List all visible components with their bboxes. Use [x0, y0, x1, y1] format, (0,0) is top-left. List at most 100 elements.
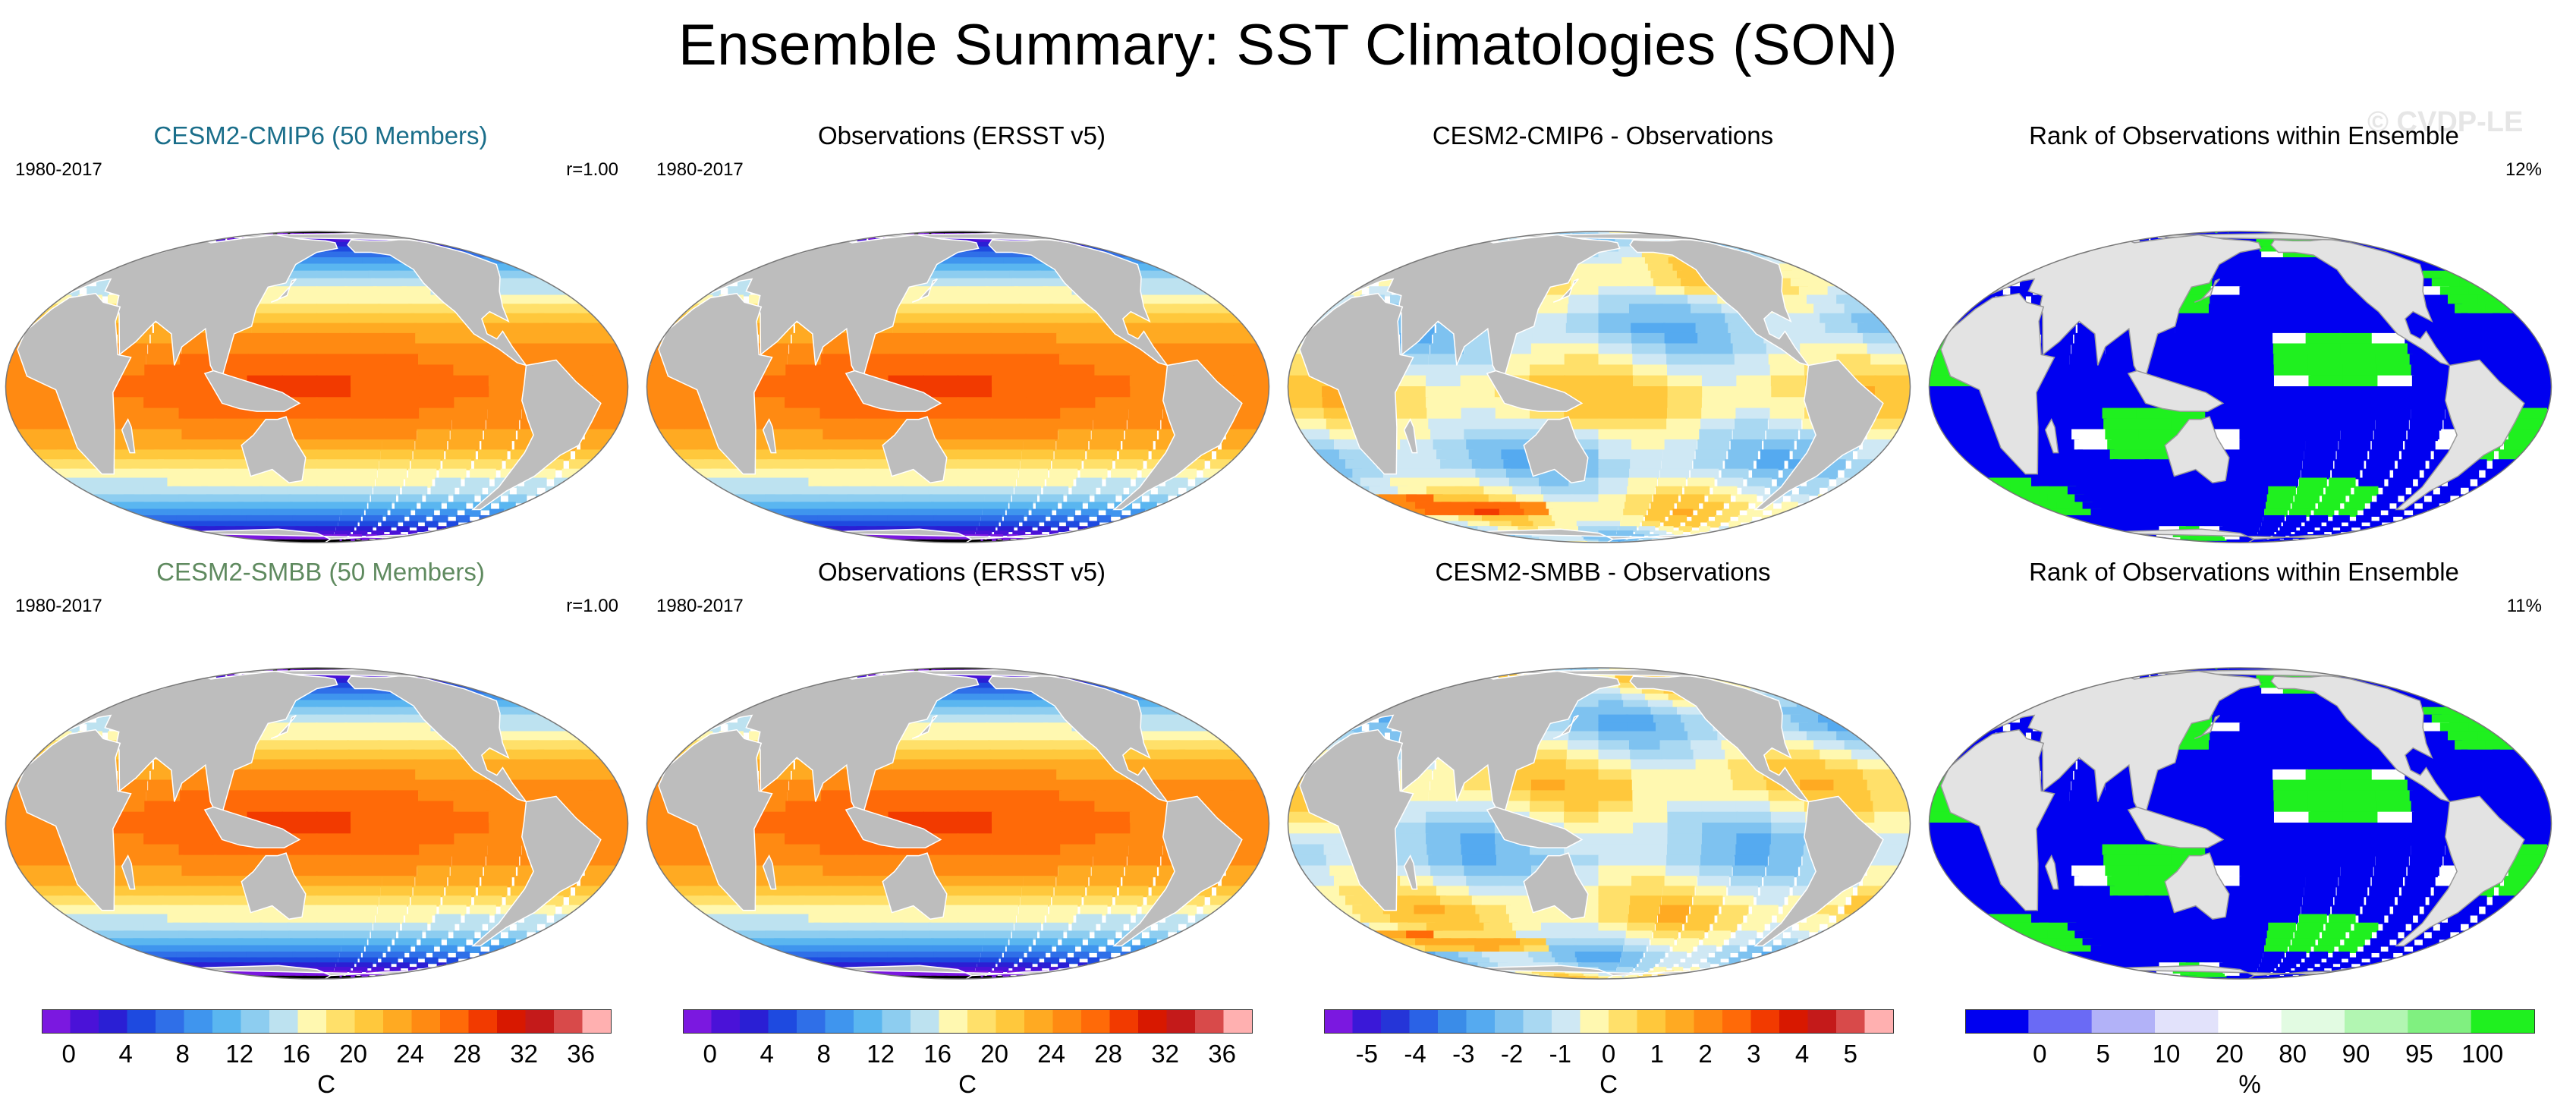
colorbar-swatch — [297, 1010, 327, 1033]
colorbar-swatch — [1807, 1010, 1837, 1033]
colorbar-swatch — [2155, 1010, 2219, 1033]
colorbar-swatch — [212, 1010, 241, 1033]
colorbar-swatch — [797, 1010, 826, 1033]
colorbar-tick-label: 10 — [2152, 1040, 2181, 1068]
colorbar-swatch — [1523, 1010, 1552, 1033]
colorbar-swatch — [1024, 1010, 1053, 1033]
panel-title: Observations (ERSST v5) — [817, 558, 1106, 586]
colorbar-swatch — [1864, 1010, 1894, 1033]
map-cmip6-rank — [1928, 231, 2552, 543]
colorbar-swatch — [825, 1010, 854, 1033]
colorbar-swatch — [241, 1010, 270, 1033]
colorbar-swatch — [1722, 1010, 1751, 1033]
colorbar-swatch — [882, 1010, 911, 1033]
colorbar-tick-label: 28 — [453, 1040, 481, 1068]
colorbar-swatch — [70, 1010, 99, 1033]
map-panel-obs-2: Observations (ERSST v5) 1980-2017 — [641, 558, 1282, 987]
colorbar-tick-label: 1 — [1650, 1040, 1664, 1068]
colorbar-tick-label: 16 — [282, 1040, 310, 1068]
panel-stat-label: r=1.00 — [566, 159, 618, 180]
colorbar-tick-label: 12 — [867, 1040, 895, 1068]
colorbar-swatch — [1694, 1010, 1723, 1033]
panel-title: CESM2-CMIP6 (50 Members) — [153, 121, 488, 149]
map-panel-smbb-mean: CESM2-SMBB (50 Members) 1980-2017 r=1.00 — [0, 558, 641, 987]
colorbar-swatch — [354, 1010, 384, 1033]
colorbar-tick-label: 36 — [567, 1040, 595, 1068]
colorbar-tick-label: 2 — [1698, 1040, 1713, 1068]
colorbar-swatch — [99, 1010, 127, 1033]
panel-stat-label: r=1.00 — [566, 596, 618, 616]
map-smbb-diff — [1287, 667, 1911, 980]
colorbar-swatch — [711, 1010, 741, 1033]
colorbar-tick-label: 90 — [2342, 1040, 2370, 1068]
colorbar-tick-label: 0 — [703, 1040, 717, 1068]
panel-title: CESM2-CMIP6 - Observations — [1432, 121, 1774, 149]
colorbar-unit-label: % — [2238, 1070, 2261, 1098]
colorbar-swatch — [184, 1010, 213, 1033]
colorbar-swatch — [2091, 1010, 2156, 1033]
colorbar-swatch — [2471, 1010, 2535, 1033]
colorbar-swatch — [1438, 1010, 1467, 1033]
colorbar-swatch — [1750, 1010, 1780, 1033]
colorbar-swatch — [1779, 1010, 1808, 1033]
colorbar-tick-label: -3 — [1452, 1040, 1475, 1068]
colorbar-tick-label: 0 — [2033, 1040, 2047, 1068]
panel-title: CESM2-SMBB - Observations — [1435, 558, 1771, 586]
panel-stat-label: 11% — [2506, 596, 2542, 616]
colorbar-tick-label: 32 — [1151, 1040, 1179, 1068]
colorbar-swatch — [383, 1010, 412, 1033]
colorbar-swatch — [42, 1010, 71, 1033]
colorbar-swatch — [1637, 1010, 1666, 1033]
colorbar-tick-label: 4 — [760, 1040, 774, 1068]
colorbar-tick-label: 80 — [2279, 1040, 2307, 1068]
colorbar-tick-label: 24 — [396, 1040, 424, 1068]
map-obs-2 — [646, 667, 1270, 980]
map-panel-smbb-diff: CESM2-SMBB - Observations — [1282, 558, 1923, 987]
panel-title: Rank of Observations within Ensemble — [2029, 121, 2459, 149]
colorbar-tick-label: 8 — [175, 1040, 190, 1068]
colorbar-tick-label: 28 — [1094, 1040, 1122, 1068]
colorbar-swatch — [1466, 1010, 1496, 1033]
colorbar-tick-label: 5 — [1843, 1040, 1857, 1068]
colorbar-swatch — [2281, 1010, 2345, 1033]
colorbar-swatch — [1109, 1010, 1139, 1033]
colorbar-swatch — [1166, 1010, 1196, 1033]
panel-period-label: 1980-2017 — [656, 596, 744, 616]
colorbar-swatch — [156, 1010, 184, 1033]
panel-title: Rank of Observations within Ensemble — [2029, 558, 2459, 586]
colorbar-tick-label: 24 — [1037, 1040, 1065, 1068]
colorbar-swatch — [1381, 1010, 1410, 1033]
map-panel-smbb-rank: Rank of Observations within Ensemble 11% — [1923, 558, 2565, 987]
colorbar-swatch — [967, 1010, 996, 1033]
panel-period-label: 1980-2017 — [656, 159, 744, 180]
colorbar-swatch — [1409, 1010, 1439, 1033]
colorbar-swatch — [497, 1010, 526, 1033]
panel-stat-label: 12% — [2505, 159, 2542, 180]
colorbar-tick-label: 0 — [1601, 1040, 1616, 1068]
colorbar-swatch — [554, 1010, 583, 1033]
panel-period-label: 1980-2017 — [15, 596, 102, 616]
colorbar-swatch — [1495, 1010, 1524, 1033]
colorbar-diff: -5 -4 -3 -2 -1 0 1 2 3 4 5 C — [1324, 1009, 1901, 1100]
colorbar-swatch — [911, 1010, 939, 1033]
watermark: © CVDP-LE — [2367, 106, 2524, 138]
colorbar-swatch — [2345, 1010, 2408, 1033]
colorbar-swatch — [1609, 1010, 1637, 1033]
colorbar-tick-label: 16 — [923, 1040, 951, 1068]
colorbar-swatch — [995, 1010, 1025, 1033]
page-title: Ensemble Summary: SST Climatologies (SON… — [678, 13, 1898, 77]
colorbar-swatch — [939, 1010, 968, 1033]
colorbar-tick-label: -2 — [1500, 1040, 1524, 1068]
colorbar-unit-label: C — [317, 1070, 335, 1098]
colorbar-sst2: 0 4 8 12 16 20 24 28 32 36 C — [683, 1009, 1260, 1100]
map-cmip6-mean — [5, 231, 629, 543]
colorbar-swatch — [2408, 1010, 2472, 1033]
colorbar-swatch — [1352, 1010, 1382, 1033]
colorbar-swatch — [1138, 1010, 1167, 1033]
colorbar-tick-label: -1 — [1549, 1040, 1571, 1068]
colorbar-tick-label: 3 — [1747, 1040, 1761, 1068]
colorbar-swatch — [1580, 1010, 1609, 1033]
colorbar-tick-label: 4 — [118, 1040, 133, 1068]
colorbar-tick-label: 20 — [980, 1040, 1008, 1068]
map-cmip6-diff — [1287, 231, 1911, 543]
